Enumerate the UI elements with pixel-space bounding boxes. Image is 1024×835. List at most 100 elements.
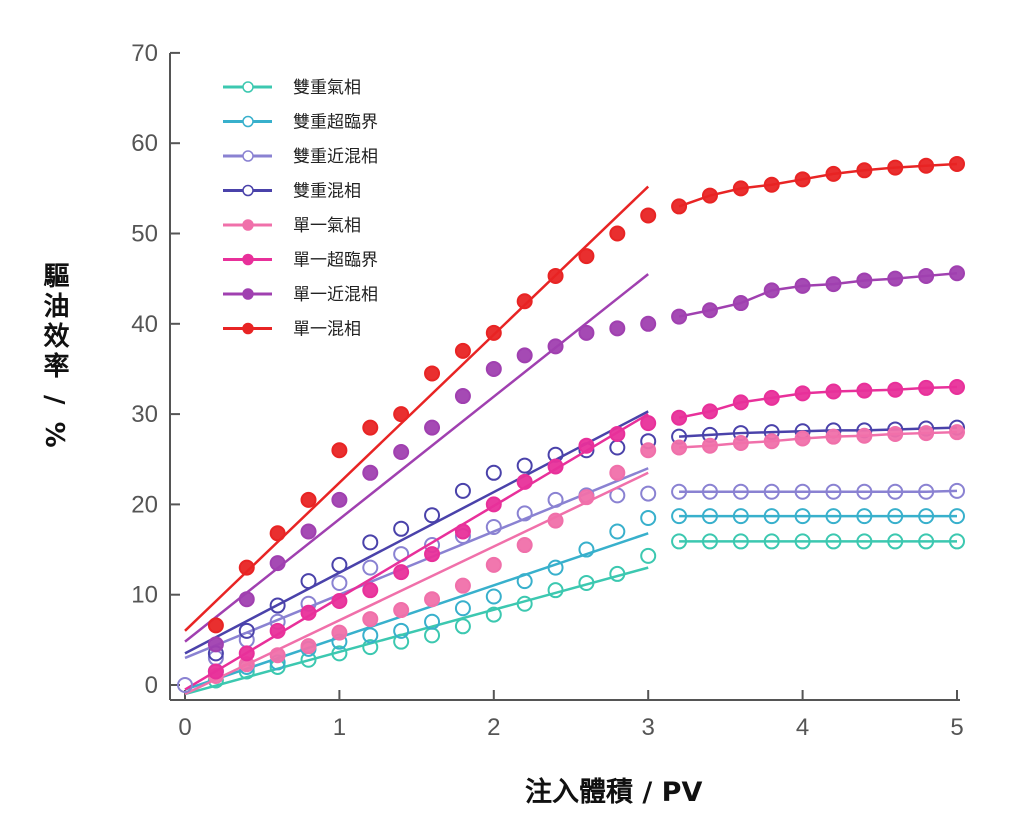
legend-label: 雙重氣相 — [293, 78, 361, 98]
data-point — [732, 180, 749, 197]
data-point — [300, 573, 317, 590]
data-point — [207, 617, 224, 634]
data-point — [794, 483, 811, 500]
data-point — [763, 433, 780, 450]
data-point — [918, 425, 935, 442]
phase2-line — [679, 426, 958, 438]
data-point — [763, 282, 780, 299]
data-point — [671, 198, 688, 215]
fit-line — [184, 185, 650, 632]
data-point — [362, 419, 379, 436]
data-point — [609, 464, 626, 481]
data-point — [516, 595, 533, 612]
data-point — [331, 556, 348, 573]
data-point — [485, 324, 502, 341]
data-point — [763, 483, 780, 500]
y-tick-label: 0 — [145, 672, 158, 699]
x-tick-label: 1 — [333, 714, 346, 741]
data-point — [701, 403, 718, 420]
data-point — [640, 207, 657, 224]
data-point — [424, 365, 441, 382]
legend-marker — [242, 115, 254, 128]
series-6 — [184, 265, 965, 653]
data-point — [887, 483, 904, 500]
data-point — [331, 574, 348, 591]
legend-label: 單一近混相 — [293, 285, 378, 305]
data-point — [949, 424, 965, 441]
data-point — [825, 533, 842, 550]
data-point — [856, 162, 873, 179]
data-point — [794, 533, 811, 550]
data-point — [671, 439, 688, 456]
data-point — [609, 320, 626, 337]
data-point — [578, 541, 595, 558]
data-point — [701, 187, 718, 204]
data-point — [300, 604, 317, 621]
data-point — [856, 508, 873, 525]
data-point — [547, 338, 564, 355]
data-point — [238, 559, 255, 576]
x-tick-label: 3 — [642, 714, 655, 741]
data-point — [269, 647, 286, 664]
legend-marker — [242, 288, 254, 300]
data-point — [454, 482, 471, 499]
data-point — [671, 483, 688, 500]
data-point — [949, 482, 965, 499]
legend-marker — [242, 81, 254, 93]
data-point — [547, 491, 564, 508]
series-7 — [184, 155, 965, 634]
data-point — [825, 276, 842, 293]
data-point — [949, 533, 965, 550]
data-point — [918, 533, 935, 550]
fit-line — [184, 273, 649, 643]
legend-marker — [242, 219, 254, 231]
phase2-line — [678, 162, 958, 208]
phase2-line — [679, 489, 958, 494]
x-tick-label: 0 — [178, 714, 191, 741]
data-point — [300, 523, 317, 540]
data-point — [701, 437, 718, 454]
data-point — [732, 508, 749, 525]
data-point — [763, 176, 780, 193]
data-point — [424, 613, 441, 630]
data-point — [331, 624, 348, 641]
legend-marker — [242, 253, 254, 266]
data-point — [424, 507, 441, 524]
data-point — [856, 533, 873, 550]
data-point — [732, 483, 749, 500]
data-point — [362, 534, 379, 551]
data-point — [300, 491, 317, 508]
data-point — [238, 622, 255, 639]
data-point — [732, 434, 749, 451]
data-point — [609, 439, 626, 456]
data-point — [424, 591, 441, 608]
y-tick-label: 70 — [131, 40, 158, 67]
x-tick-label: 5 — [950, 714, 963, 741]
y-tick-label: 50 — [131, 221, 158, 248]
data-point — [640, 315, 657, 332]
data-point — [825, 508, 842, 525]
data-point — [825, 483, 842, 500]
data-point — [424, 419, 441, 436]
series-5 — [184, 379, 965, 691]
legend-label: 雙重超臨界 — [293, 113, 378, 133]
data-point — [331, 442, 348, 459]
data-point — [609, 565, 626, 582]
data-point — [362, 611, 379, 628]
data-point — [207, 636, 224, 653]
data-point — [424, 546, 441, 563]
y-tick-label: 30 — [131, 401, 158, 428]
data-point — [238, 645, 255, 662]
data-point — [578, 489, 595, 506]
data-point — [732, 533, 749, 550]
data-point — [856, 382, 873, 399]
data-point — [393, 520, 410, 537]
y-tick-label: 20 — [131, 491, 158, 518]
data-point — [671, 533, 688, 550]
data-point — [825, 165, 842, 182]
data-point — [454, 577, 471, 594]
data-point — [516, 347, 533, 364]
data-point — [671, 409, 688, 426]
x-tick-label: 2 — [487, 714, 500, 741]
data-point — [547, 582, 564, 599]
